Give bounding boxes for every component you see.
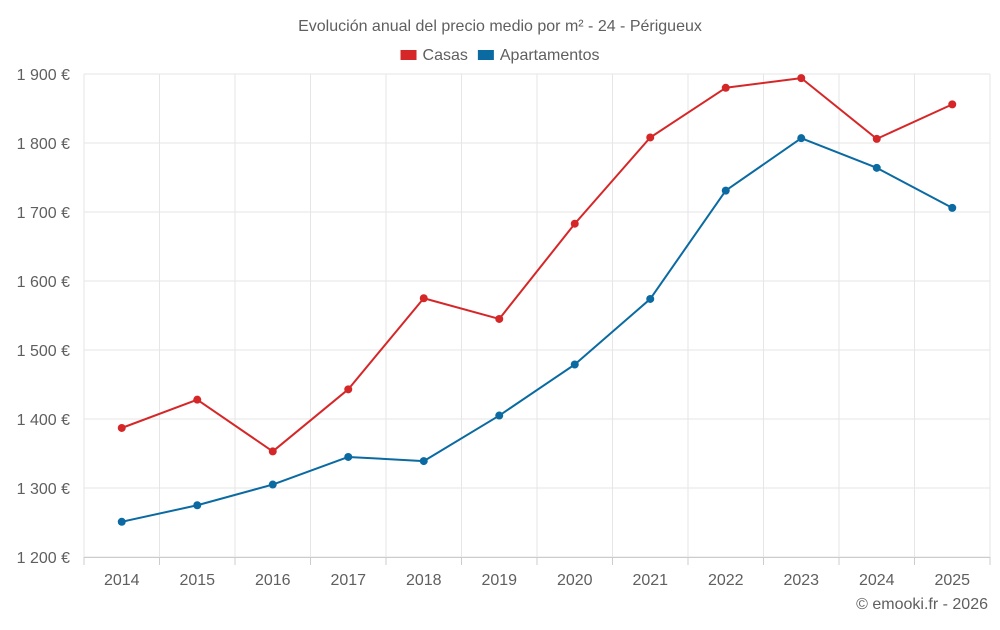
y-tick-label: 1 500 € xyxy=(17,343,70,360)
data-point[interactable] xyxy=(721,186,730,195)
data-point[interactable] xyxy=(570,360,579,369)
x-tick-label: 2023 xyxy=(783,572,819,589)
data-point[interactable] xyxy=(797,74,806,83)
series-casas xyxy=(117,74,957,456)
data-point[interactable] xyxy=(721,83,730,92)
data-point[interactable] xyxy=(872,134,881,143)
y-tick-label: 1 200 € xyxy=(17,550,70,567)
data-point[interactable] xyxy=(419,294,428,303)
series-apartamentos xyxy=(117,134,957,526)
data-point[interactable] xyxy=(495,411,504,420)
series-line xyxy=(120,77,954,453)
x-axis: 2014 2015 2016 2017 2018 2019 2020 2021 2022 2023… xyxy=(83,557,991,589)
x-tick-label: 2024 xyxy=(859,572,895,589)
y-tick-label: 1 300 € xyxy=(17,481,70,498)
legend-item-casas[interactable]: Casas xyxy=(400,47,468,64)
legend: Casas Apartamentos xyxy=(400,47,600,64)
legend-swatch xyxy=(477,50,494,60)
x-tick-label: 2021 xyxy=(632,572,668,589)
y-axis: 1 200 € 1 300 € 1 400 € 1 500 € 1 600 € 1 700… xyxy=(17,67,70,567)
x-tick-label: 2017 xyxy=(330,572,366,589)
data-point[interactable] xyxy=(268,447,277,456)
data-point[interactable] xyxy=(268,480,277,489)
data-point[interactable] xyxy=(193,501,202,510)
x-tick-label: 2014 xyxy=(104,572,140,589)
chart-title: Evolución anual del precio medio por m² … xyxy=(298,18,702,35)
legend-label: Casas xyxy=(423,47,468,64)
data-point[interactable] xyxy=(117,423,126,432)
legend-item-apartamentos[interactable]: Apartamentos xyxy=(477,47,600,64)
y-tick-label: 1 400 € xyxy=(17,412,70,429)
x-tick-label: 2016 xyxy=(255,572,291,589)
data-point[interactable] xyxy=(646,294,655,303)
data-point[interactable] xyxy=(570,219,579,228)
data-point[interactable] xyxy=(193,395,202,404)
data-point[interactable] xyxy=(344,385,353,394)
data-point[interactable] xyxy=(948,203,957,212)
data-point[interactable] xyxy=(797,134,806,143)
x-tick-label: 2025 xyxy=(934,572,970,589)
data-point[interactable] xyxy=(344,452,353,461)
legend-swatch xyxy=(400,50,417,60)
data-point[interactable] xyxy=(495,314,504,323)
x-tick-label: 2015 xyxy=(179,572,215,589)
credit-text: © emooki.fr - 2026 xyxy=(856,596,988,613)
y-tick-label: 1 800 € xyxy=(17,136,70,153)
x-tick-label: 2020 xyxy=(557,572,593,589)
data-point[interactable] xyxy=(948,100,957,109)
data-point[interactable] xyxy=(117,517,126,526)
data-point[interactable] xyxy=(646,133,655,142)
x-tick-label: 2019 xyxy=(481,572,517,589)
x-tick-label: 2022 xyxy=(708,572,744,589)
x-tick-label: 2018 xyxy=(406,572,442,589)
y-tick-label: 1 900 € xyxy=(17,67,70,84)
y-tick-label: 1 700 € xyxy=(17,205,70,222)
series-layer xyxy=(117,74,957,526)
data-point[interactable] xyxy=(419,457,428,466)
series-line xyxy=(120,137,954,523)
data-point[interactable] xyxy=(872,163,881,172)
legend-label: Apartamentos xyxy=(500,47,600,64)
grid xyxy=(83,73,991,558)
y-tick-label: 1 600 € xyxy=(17,274,70,291)
